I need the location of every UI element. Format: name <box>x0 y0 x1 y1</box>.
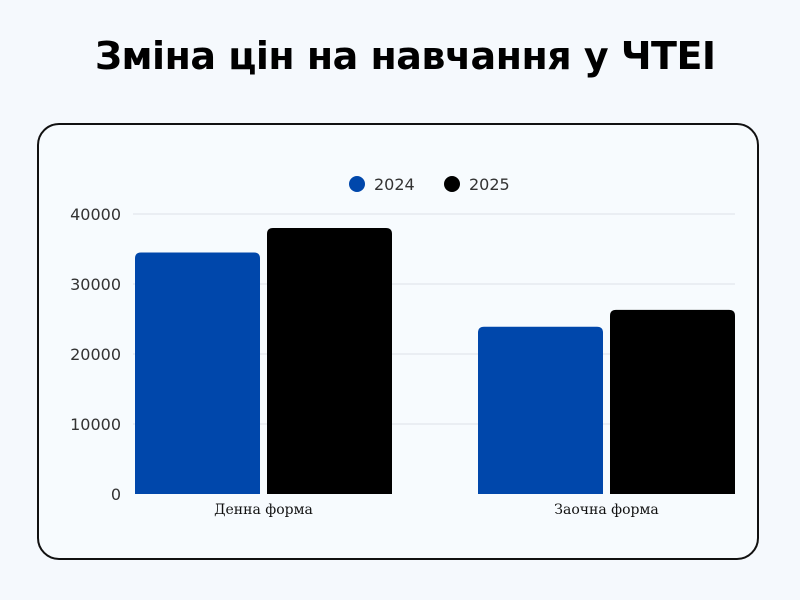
bar-2025-1 <box>610 309 735 494</box>
legend-marker-2024 <box>349 176 365 192</box>
y-tick-label: 30000 <box>70 275 121 294</box>
page-title: Зміна цін на навчання у ЧТЕІ <box>95 34 716 78</box>
bar-2024-0 <box>135 252 260 494</box>
bar-2024-1 <box>478 326 603 494</box>
x-category-label: Денна форма <box>214 502 313 518</box>
y-tick-label: 0 <box>111 485 121 504</box>
y-tick-label: 20000 <box>70 345 121 364</box>
x-category-label: Заочна форма <box>554 502 658 518</box>
y-tick-label: 40000 <box>70 205 121 224</box>
legend-label: 2025 <box>469 175 510 194</box>
legend-marker-2025 <box>444 176 460 192</box>
y-tick-label: 10000 <box>70 415 121 434</box>
legend-label: 2024 <box>374 175 415 194</box>
bar-2025-0 <box>267 228 392 494</box>
